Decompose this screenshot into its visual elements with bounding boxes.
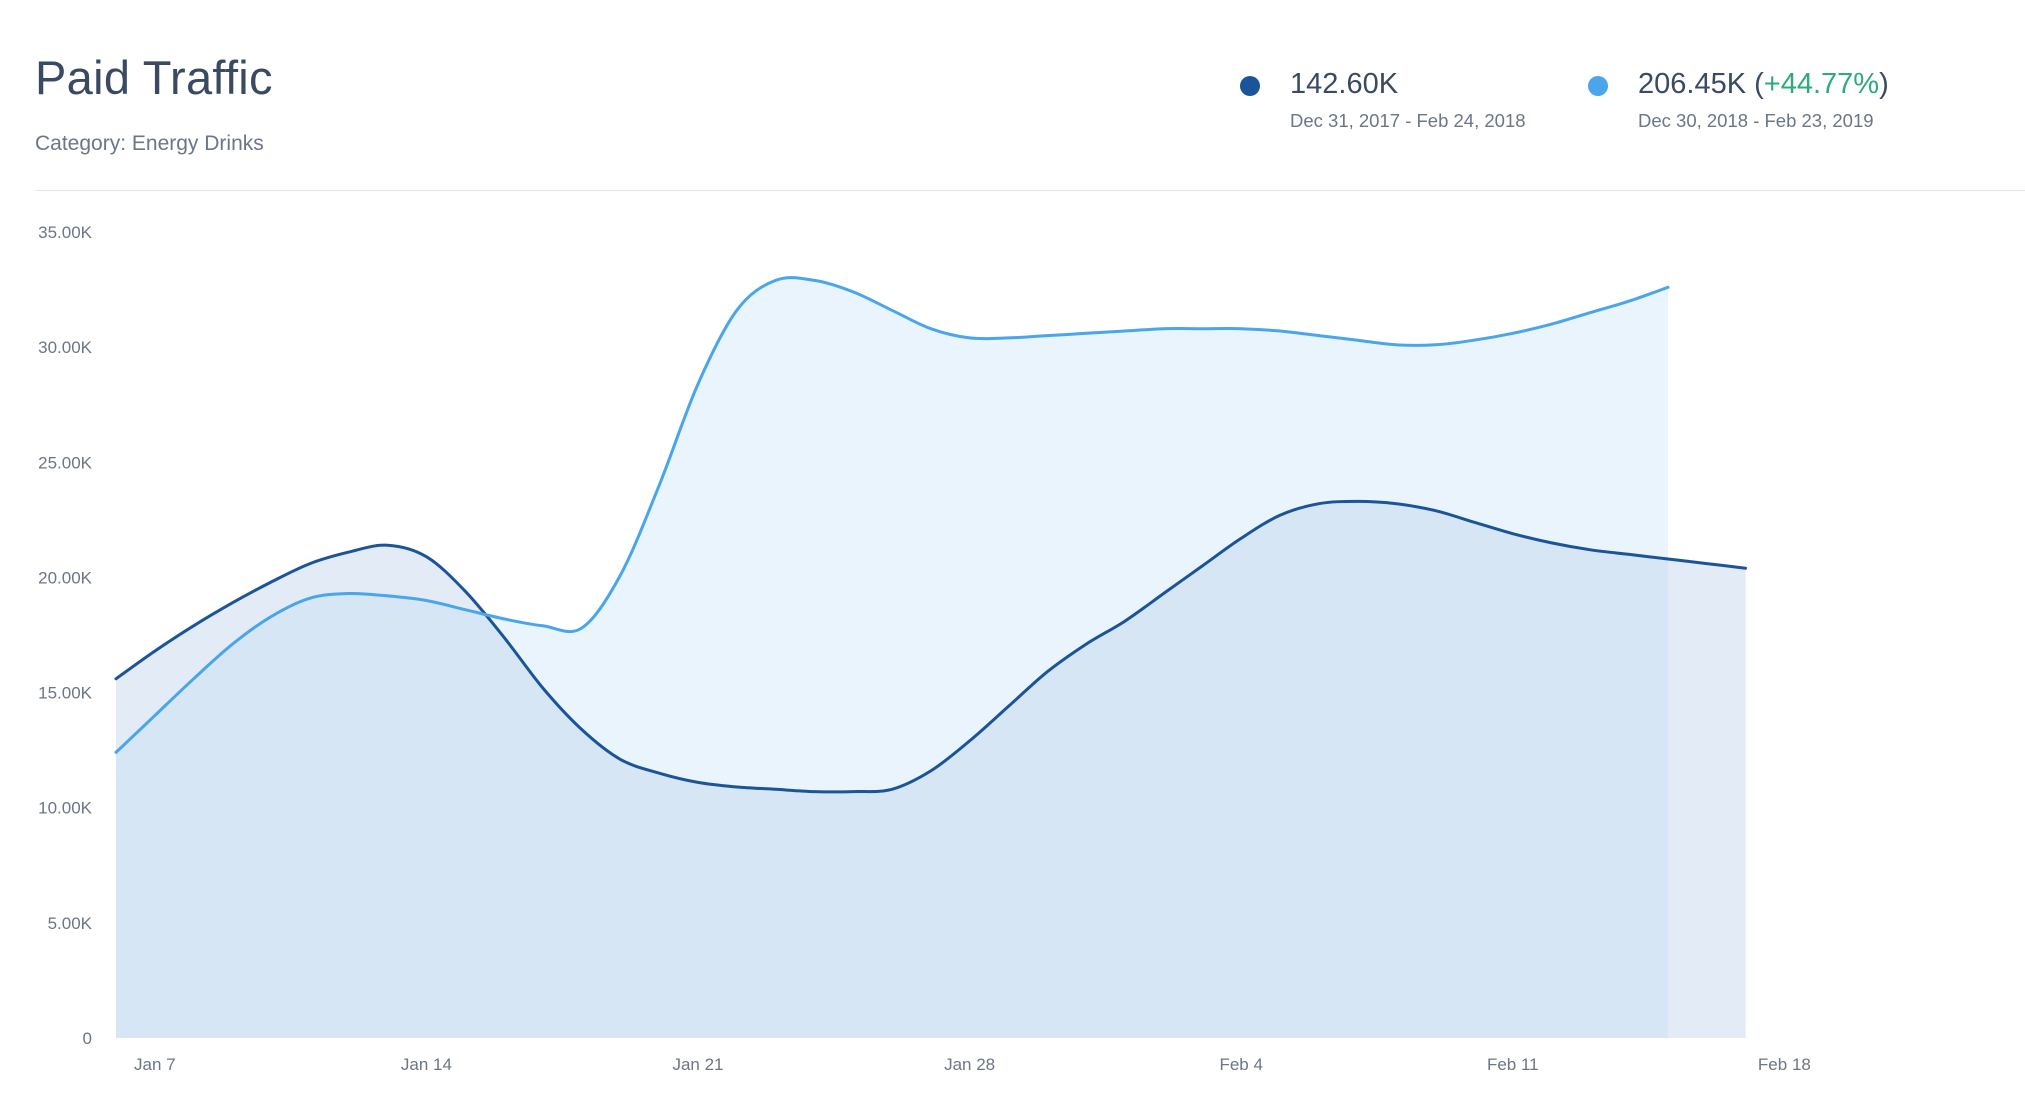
x-tick-label: Jan 28 — [944, 1055, 995, 1074]
x-tick-label: Feb 4 — [1219, 1055, 1262, 1074]
y-tick-label: 10.00K — [38, 799, 93, 818]
chart-subtitle: Category: Energy Drinks — [35, 132, 264, 155]
header-divider — [35, 190, 2025, 191]
y-tick-label: 20.00K — [38, 568, 93, 587]
x-tick-label: Feb 18 — [1758, 1055, 1811, 1074]
overlap-area — [116, 501, 1668, 1038]
legend-item-current[interactable]: 206.45K (+44.77%) Dec 30, 2018 - Feb 23,… — [1588, 64, 1889, 132]
legend-value-current-number: 206.45K — [1638, 68, 1747, 100]
plot-area — [114, 276, 1748, 1039]
series-1-line[interactable] — [114, 276, 1670, 754]
y-tick-label: 35.00K — [38, 223, 93, 242]
series-0-line[interactable] — [114, 499, 1748, 794]
x-axis: Jan 7 Jan 14 Jan 21 Jan 28 Feb 4 Feb 11 Feb 18 — [134, 1055, 1811, 1074]
y-axis: 0 5.00K 10.00K 15.00K 20.00K 25.00K 30.00K 35.0… — [38, 223, 93, 1048]
legend-item-previous[interactable]: 142.60K Dec 31, 2017 - Feb 24, 2018 — [1240, 64, 1526, 132]
x-tick-label: Jan 7 — [134, 1055, 176, 1074]
legend-value-current: 206.45K (+44.77%) — [1638, 68, 1889, 100]
y-tick-label: 5.00K — [48, 914, 93, 933]
x-tick-label: Jan 21 — [672, 1055, 723, 1074]
legend-change-percent: +44.77% — [1763, 68, 1880, 100]
y-tick-label: 15.00K — [38, 684, 93, 703]
chart-title: Paid Traffic — [35, 51, 273, 104]
y-tick-label: 0 — [83, 1029, 92, 1048]
x-tick-label: Jan 14 — [401, 1055, 452, 1074]
legend-dot-previous — [1240, 76, 1260, 96]
x-tick-label: Feb 11 — [1487, 1055, 1539, 1074]
legend-value-previous: 142.60K — [1290, 68, 1399, 100]
y-tick-label: 30.00K — [38, 338, 93, 357]
y-tick-label: 25.00K — [38, 453, 93, 472]
legend-dot-current — [1588, 76, 1608, 96]
legend-range-current: Dec 30, 2018 - Feb 23, 2019 — [1638, 110, 1874, 131]
legend-range-previous: Dec 31, 2017 - Feb 24, 2018 — [1290, 110, 1526, 131]
